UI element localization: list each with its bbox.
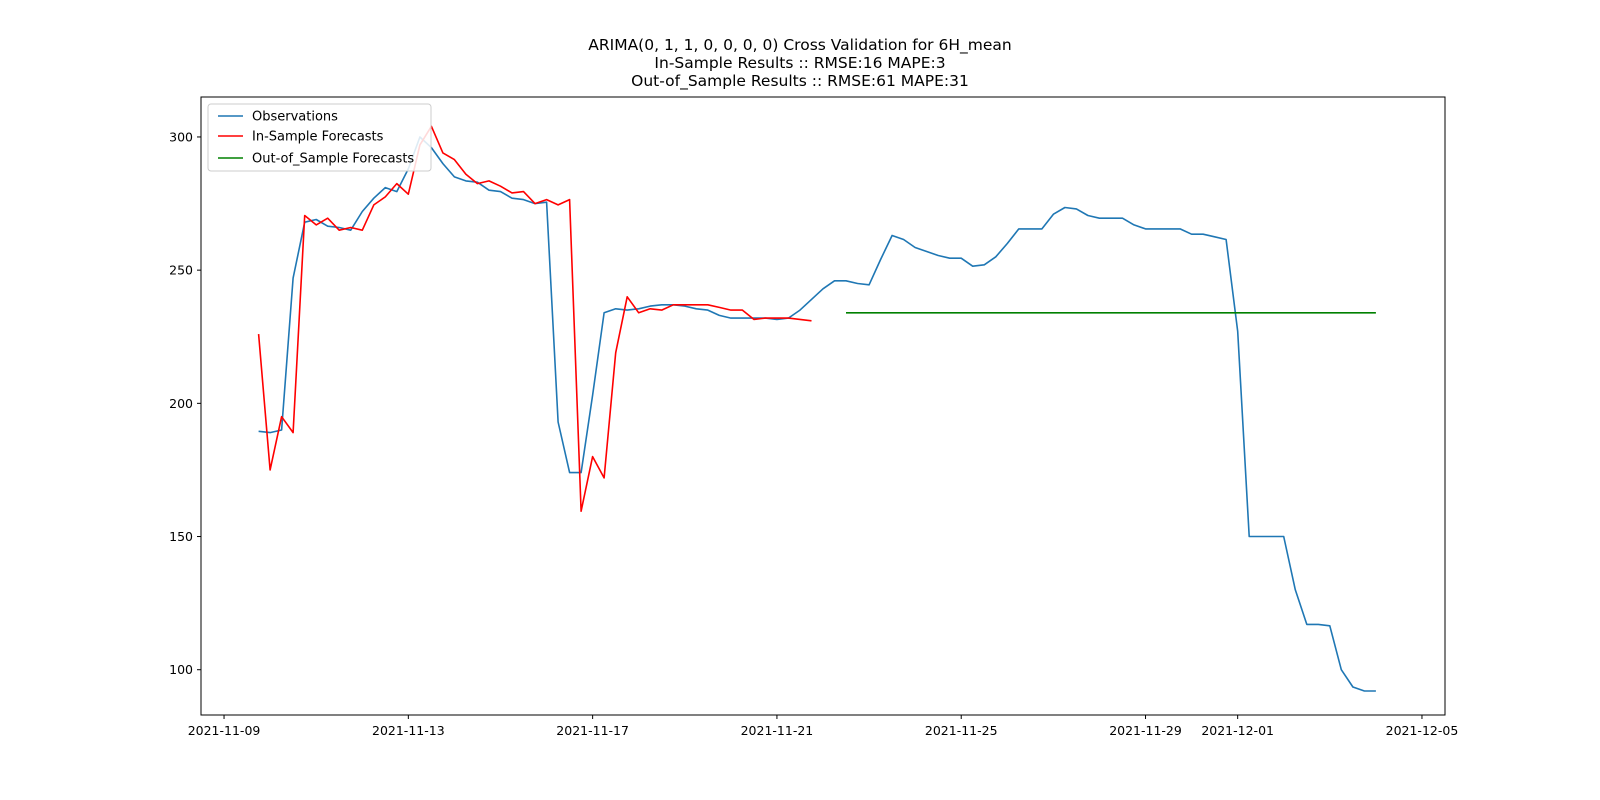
- x-tick-label: 2021-11-29: [1109, 723, 1182, 738]
- y-tick-label: 200: [169, 396, 193, 411]
- legend: Observations In-Sample Forecasts Out-of_…: [207, 103, 432, 172]
- x-tick-label: 2021-11-13: [372, 723, 445, 738]
- x-tick-label: 2021-12-01: [1201, 723, 1274, 738]
- chart-subtitle-out-of-sample: Out-of_Sample Results :: RMSE:61 MAPE:31: [631, 72, 969, 90]
- chart-subtitle-in-sample: In-Sample Results :: RMSE:16 MAPE:3: [654, 54, 946, 72]
- chart-title: ARIMA(0, 1, 1, 0, 0, 0, 0) Cross Validat…: [588, 36, 1012, 54]
- legend-label-out-of-sample: Out-of_Sample Forecasts: [252, 152, 414, 167]
- legend-label-in-sample: In-Sample Forecasts: [252, 130, 384, 145]
- x-tick-label: 2021-11-25: [925, 723, 998, 738]
- series-line-observations: [258, 136, 1376, 692]
- axis-ticks: 2021-11-09 2021-11-13 2021-11-17 2021-11-21…: [169, 129, 1458, 738]
- legend-box: [207, 103, 432, 172]
- y-tick-label: 250: [169, 263, 193, 278]
- x-tick-label: 2021-11-09: [188, 723, 261, 738]
- x-tick-label: 2021-11-17: [556, 723, 629, 738]
- legend-label-observations: Observations: [252, 110, 338, 125]
- y-tick-label: 150: [169, 529, 193, 544]
- series-lines: [257, 125, 1376, 692]
- plot-frame: [200, 96, 1446, 716]
- series-line-in-sample-forecasts: [257, 125, 812, 513]
- y-tick-label: 100: [169, 662, 193, 677]
- x-tick-label: 2021-11-21: [741, 723, 814, 738]
- x-tick-label: 2021-12-05: [1386, 723, 1459, 738]
- y-tick-label: 300: [169, 129, 193, 144]
